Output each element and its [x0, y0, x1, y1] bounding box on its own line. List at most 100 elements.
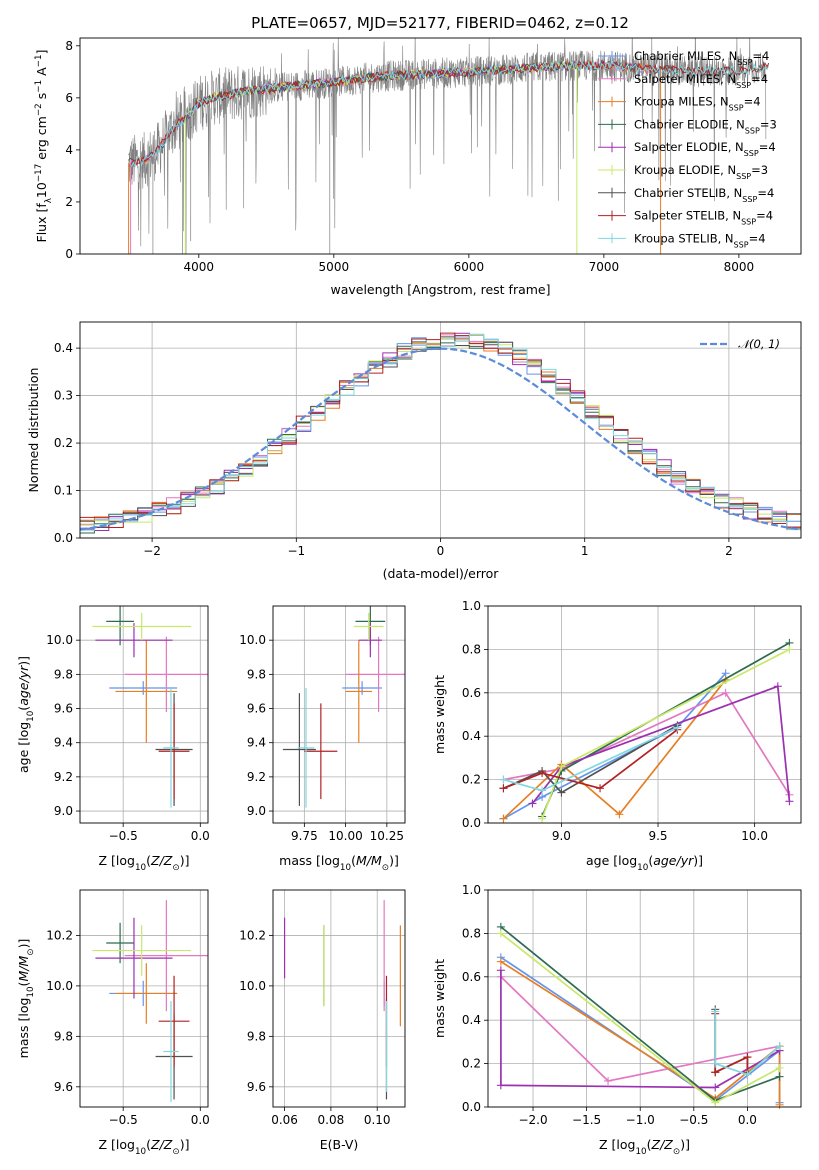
x-tick-label: 10.00 — [328, 829, 362, 843]
y-tick-label: 0.8 — [462, 642, 481, 656]
spectrum-legend: Chabrier MILES, NSSP=4 Salpeter MILES, NS… — [598, 49, 777, 249]
model-line-kroupa-stelib — [128, 60, 770, 168]
y-tick-label: 0.8 — [462, 926, 481, 940]
x-tick-label: 1 — [581, 544, 589, 558]
point-marker — [773, 682, 782, 691]
mass-vs-z-xlabel: Z [log10(Z/Z⊙)] — [99, 1137, 190, 1157]
spectrum-ylabel: Flux [fλ10−17 erg cm−2 s−1 A−1] — [34, 50, 54, 243]
y-tick-label: 8 — [65, 39, 73, 53]
line-salpeter-miles — [503, 691, 791, 796]
errorbar-kroupa-elodie — [92, 925, 192, 976]
legend-entry: Salpeter MILES, NSSP=4 — [634, 72, 768, 90]
mass-vs-z-grid — [80, 890, 208, 1107]
spectrum-ticks: 4000 5000 6000 7000 8000 0 2 4 6 8 — [65, 39, 754, 274]
y-tick-label: 10.0 — [239, 633, 266, 647]
point-marker — [596, 784, 605, 793]
errorbar-salpeter-stelib — [158, 975, 190, 1067]
x-tick-label: −0.5 — [109, 1113, 138, 1127]
legend-entry: Chabrier STELIB, NSSP=4 — [634, 186, 774, 204]
y-tick-label: 10.0 — [46, 979, 73, 993]
point-marker — [496, 966, 505, 975]
massweight-vs-z-xlabel: Z [log10(Z/Z⊙)] — [599, 1137, 690, 1157]
legend-entry: Kroupa ELODIE, NSSP=3 — [634, 163, 768, 181]
y-tick-label: 0.4 — [462, 1013, 481, 1027]
point-marker — [711, 1068, 720, 1077]
age-vs-mass-xlabel: mass [log10(M/M⊙)] — [279, 853, 399, 873]
point-marker — [538, 769, 547, 778]
point-marker — [538, 786, 547, 795]
point-marker — [499, 814, 508, 823]
mass-vs-z-ylabel: mass [log10(M/M⊙)] — [16, 939, 36, 1059]
point-marker — [496, 957, 505, 966]
y-tick-label: 9.6 — [54, 702, 73, 716]
y-tick-label: 0.6 — [462, 686, 481, 700]
point-marker — [496, 929, 505, 938]
errorbar-kroupa-elodie — [353, 612, 384, 641]
y-tick-label: 0.1 — [54, 484, 73, 498]
x-tick-label: −2 — [143, 544, 161, 558]
y-tick-label: 9.8 — [54, 667, 73, 681]
residuals-xlabel: (data-model)/error — [383, 566, 500, 581]
age-vs-mass-frame — [272, 605, 406, 824]
errorbar-kroupa-miles — [345, 640, 372, 743]
y-tick-label: 6 — [65, 91, 73, 105]
point-marker — [785, 797, 794, 806]
point-marker — [711, 1007, 720, 1016]
mass-vs-ebv-grid — [273, 890, 405, 1107]
point-marker — [557, 788, 566, 797]
x-tick-label: −0.5 — [679, 1113, 708, 1127]
y-tick-label: 0.2 — [462, 1057, 481, 1071]
age-vs-mass-ticks: 9.75 10.00 10.25 9.0 9.2 9.4 9.6 9.8 10.0 — [239, 633, 404, 843]
y-tick-label: 0.2 — [54, 436, 73, 450]
point-marker — [557, 762, 566, 771]
point-marker — [785, 645, 794, 654]
x-tick-label: 9.5 — [648, 829, 667, 843]
x-tick-label: 10.0 — [741, 829, 768, 843]
point-marker — [496, 1081, 505, 1090]
point-marker — [499, 775, 508, 784]
point-marker — [711, 1059, 720, 1068]
massweight-vs-z-ticks: −2.0 −1.5 −1.0 −0.5 0.0 0.0 0.2 0.4 0.6 0.8 1.0 — [462, 883, 757, 1127]
y-tick-label: 9.4 — [54, 736, 73, 750]
y-tick-label: 0.2 — [462, 773, 481, 787]
line-kroupa-stelib — [503, 726, 678, 792]
errorbar-chabrier-miles — [109, 681, 178, 695]
y-tick-label: 9.8 — [54, 1029, 73, 1043]
age-vs-z-ylabel: age [log10(age/yr)] — [16, 656, 36, 773]
point-marker — [528, 799, 537, 808]
y-tick-label: 0.4 — [54, 341, 73, 355]
x-tick-label: 8000 — [724, 260, 755, 274]
mass-vs-ebv-frame — [272, 889, 406, 1108]
massweight-vs-age-frame — [487, 605, 802, 824]
legend-entry: Chabrier ELODIE, NSSP=3 — [634, 117, 777, 135]
errorbar-kroupa-elodie — [92, 612, 192, 641]
y-tick-label: 1.0 — [462, 599, 481, 613]
massweight-vs-age-grid — [488, 605, 801, 824]
x-tick-label: 0.08 — [318, 1113, 345, 1127]
y-tick-label: 9.2 — [54, 770, 73, 784]
massweight-vs-z-ylabel: mass weight — [432, 959, 447, 1038]
age-vs-z-frame — [79, 605, 209, 824]
errorbar-salpeter-elodie — [95, 917, 173, 999]
x-tick-label: 5000 — [319, 260, 350, 274]
point-marker — [743, 1053, 752, 1062]
point-marker — [673, 723, 682, 732]
massweight-vs-age-ticks: 9.0 9.5 10.0 0.0 0.2 0.4 0.6 0.8 1.0 — [462, 599, 768, 843]
residuals-ticks: −2 −1 0 1 2 0.0 0.1 0.2 0.3 0.4 — [54, 341, 733, 558]
x-tick-label: 0.10 — [364, 1113, 391, 1127]
spectrum-xlabel: wavelength [Angstrom, rest frame] — [330, 282, 550, 297]
x-tick-label: 9.0 — [552, 829, 571, 843]
massweight-vs-age-xlabel: age [log10(age/yr)] — [586, 853, 703, 873]
y-tick-label: 10.2 — [46, 928, 73, 942]
errorbar-chabrier-elodie — [106, 606, 134, 646]
residuals-ylabel: Normed distribution — [26, 368, 41, 493]
errorbar-salpeter-miles — [124, 900, 208, 1012]
errorbar-kroupa-stelib — [163, 688, 179, 808]
x-tick-label: −0.5 — [109, 829, 138, 843]
errorbar-chabrier-miles — [342, 681, 382, 695]
residuals-grid — [80, 322, 801, 539]
figure-title: PLATE=0657, MJD=52177, FIBERID=0462, z=0… — [251, 14, 629, 32]
mass-vs-z-ticks: −0.5 0.0 9.6 9.8 10.0 10.2 — [46, 928, 210, 1127]
line-chabrier-stelib — [503, 724, 678, 794]
x-tick-label: 0.0 — [191, 829, 210, 843]
